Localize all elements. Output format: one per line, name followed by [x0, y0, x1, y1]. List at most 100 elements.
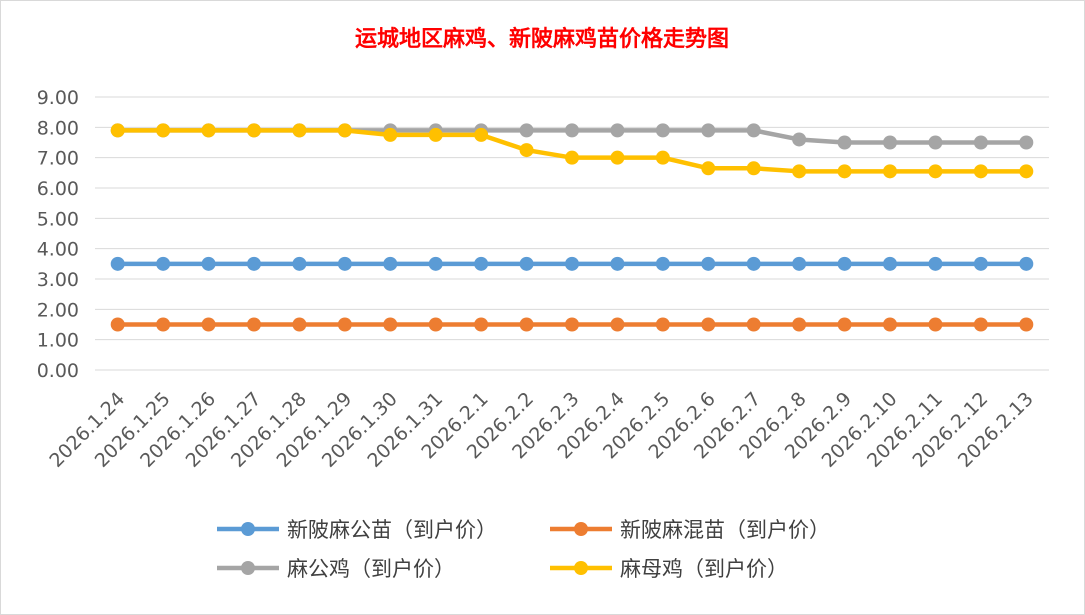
data-point [928, 164, 943, 179]
data-point [792, 256, 807, 271]
data-point [837, 135, 852, 150]
data-point [701, 317, 716, 332]
data-point [565, 256, 579, 271]
data-point [746, 256, 761, 271]
data-point [474, 256, 489, 271]
data-point [383, 317, 398, 332]
data-point [156, 317, 171, 332]
x-axis-ticks: 2026.1.242026.1.252026.1.262026.1.272026… [45, 388, 1038, 472]
data-point [292, 123, 307, 138]
data-point [837, 317, 852, 332]
data-point [883, 317, 897, 332]
data-point [655, 317, 670, 332]
data-point [565, 150, 579, 165]
data-point [428, 317, 443, 332]
data-point [1019, 317, 1034, 332]
data-point [883, 256, 897, 271]
data-point [292, 317, 307, 332]
data-point [383, 256, 398, 271]
data-point [337, 256, 352, 271]
chart-title: 运城地区麻鸡、新陂麻鸡苗价格走势图 [355, 26, 729, 52]
legend-item: 麻公鸡（到户价） [217, 557, 455, 581]
data-point [201, 123, 216, 138]
data-point [792, 164, 807, 179]
data-point [883, 164, 897, 179]
legend-item: 新陂麻公苗（到户价） [217, 518, 497, 542]
y-tick-label: 1.00 [37, 330, 79, 352]
data-point [428, 127, 443, 142]
data-point [337, 317, 352, 332]
data-point [292, 256, 307, 271]
data-point [565, 317, 579, 332]
data-point [883, 135, 897, 150]
data-point [610, 317, 625, 332]
data-point [519, 317, 534, 332]
data-point [928, 317, 943, 332]
data-point [519, 143, 534, 158]
y-tick-label: 5.00 [37, 208, 79, 230]
data-point [746, 123, 761, 138]
legend-label: 新陂麻混苗（到户价） [620, 518, 830, 542]
legend-item: 麻母鸡（到户价） [550, 557, 788, 581]
data-point [519, 123, 534, 138]
data-point [1019, 135, 1034, 150]
y-tick-label: 2.00 [37, 299, 79, 321]
data-point [928, 135, 943, 150]
legend: 新陂麻公苗（到户价） 新陂麻混苗（到户价） 麻公鸡（到户价） 麻母鸡（到户价） [217, 518, 830, 581]
data-point [973, 135, 988, 150]
legend-swatch-marker [241, 522, 255, 536]
legend-swatch-marker [574, 522, 588, 536]
series-1 [110, 317, 1034, 332]
data-point [247, 317, 261, 332]
y-tick-label: 9.00 [37, 87, 79, 109]
data-point [110, 123, 125, 138]
series-0 [110, 256, 1034, 271]
data-point [1019, 164, 1034, 179]
legend-swatch-marker [574, 561, 588, 575]
data-point [110, 317, 125, 332]
data-point [156, 123, 171, 138]
y-axis-ticks: 0.00 1.00 2.00 3.00 4.00 5.00 6.00 7.00 8.00 9.00 [37, 87, 79, 382]
data-point [973, 256, 988, 271]
data-point [110, 256, 125, 271]
y-tick-label: 3.00 [37, 269, 79, 291]
data-point [474, 317, 489, 332]
data-point [201, 256, 216, 271]
legend-swatch-marker [241, 561, 255, 575]
data-point [701, 123, 716, 138]
data-point [247, 256, 261, 271]
data-point [519, 256, 534, 271]
data-point [655, 256, 670, 271]
data-point [973, 164, 988, 179]
series-lines [110, 123, 1034, 332]
data-point [792, 132, 807, 147]
data-point [973, 317, 988, 332]
data-point [156, 256, 171, 271]
data-point [247, 123, 261, 138]
data-point [1019, 256, 1034, 271]
data-point [746, 317, 761, 332]
data-point [565, 123, 579, 138]
legend-label: 麻公鸡（到户价） [287, 557, 455, 581]
y-tick-label: 8.00 [37, 117, 79, 139]
data-point [837, 256, 852, 271]
data-point [837, 164, 852, 179]
data-point [746, 161, 761, 176]
data-point [610, 256, 625, 271]
data-point [610, 150, 625, 165]
y-tick-label: 4.00 [37, 239, 79, 261]
data-point [383, 127, 398, 142]
legend-item: 新陂麻混苗（到户价） [550, 518, 830, 542]
data-point [337, 123, 352, 138]
data-point [201, 317, 216, 332]
data-point [474, 127, 489, 142]
y-tick-label: 7.00 [37, 148, 79, 170]
data-point [655, 150, 670, 165]
y-tick-label: 0.00 [37, 360, 79, 382]
data-point [428, 256, 443, 271]
legend-label: 麻母鸡（到户价） [620, 557, 788, 581]
y-tick-label: 6.00 [37, 178, 79, 200]
data-point [655, 123, 670, 138]
